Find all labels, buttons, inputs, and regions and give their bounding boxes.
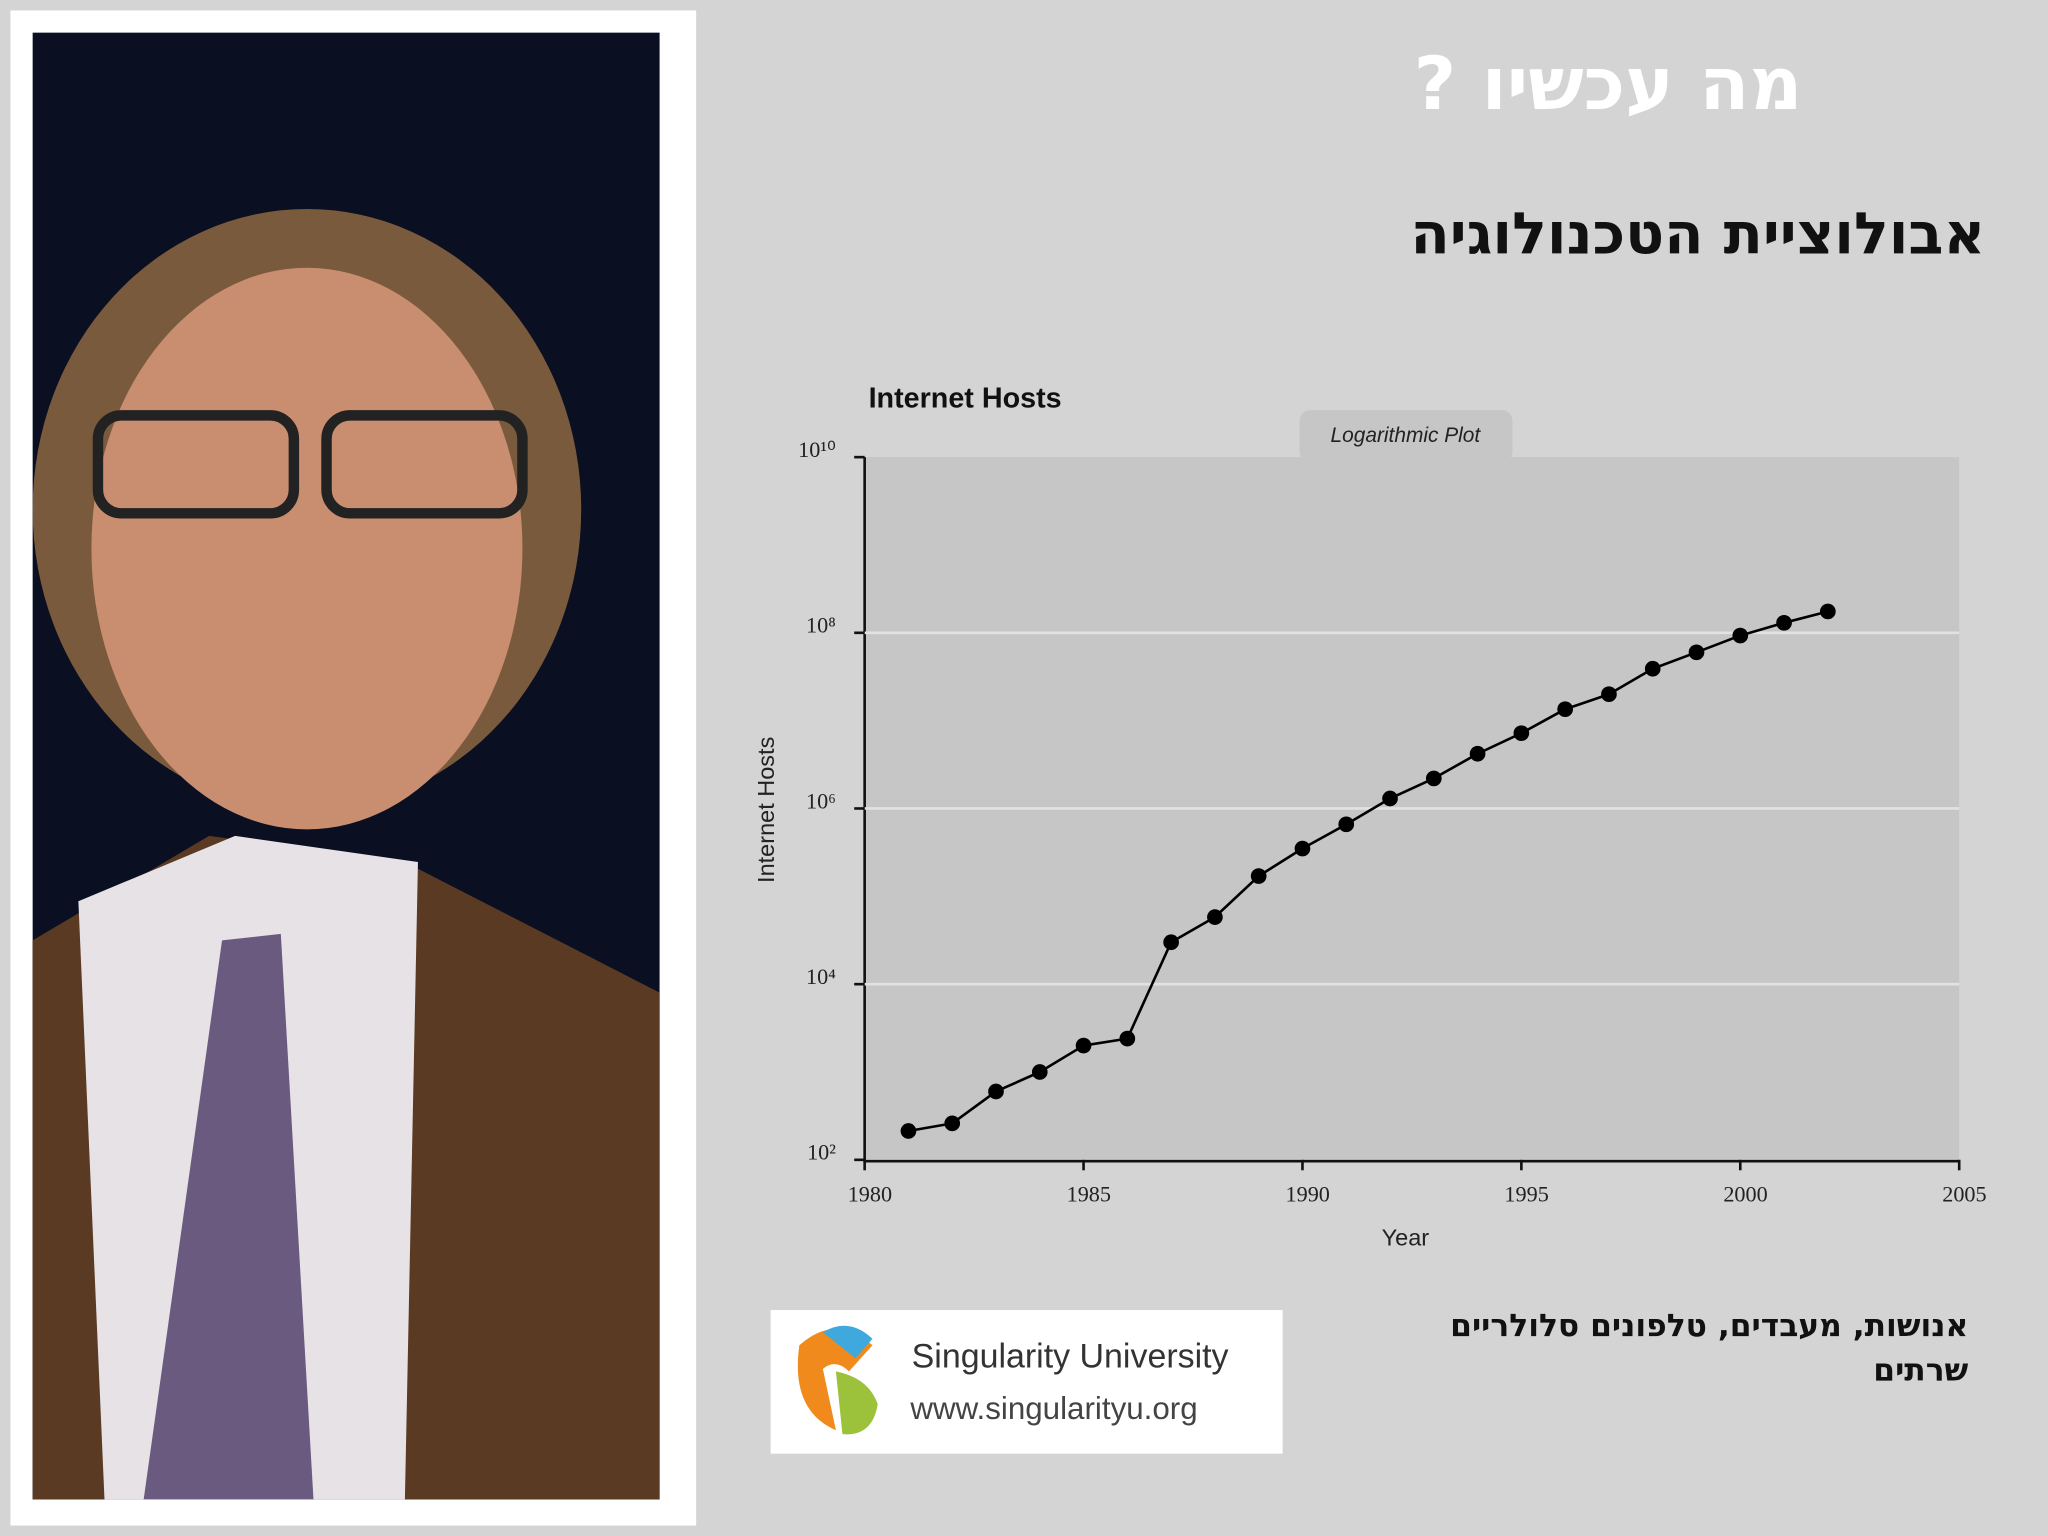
caption-line: אנושות, מעבדים, טלפונים סלולריים — [1450, 1308, 1968, 1344]
y-tick-label: 10² — [807, 1140, 836, 1165]
data-point — [1119, 1030, 1136, 1047]
chart-title: Internet Hosts — [869, 382, 1062, 414]
data-point — [1557, 701, 1573, 718]
data-point — [1294, 840, 1311, 857]
data-point — [1075, 1037, 1092, 1054]
data-point — [1250, 868, 1267, 884]
data-point — [1820, 603, 1836, 620]
data-point — [1163, 934, 1179, 951]
heading: מה עכשיו ? — [1414, 42, 1803, 127]
y-tick-label: 10⁴ — [806, 964, 836, 989]
data-point — [1732, 627, 1749, 644]
data-point — [1644, 660, 1661, 677]
subheading: אבולוציית הטכנולוגיה — [1410, 200, 1985, 267]
data-point — [1776, 614, 1792, 631]
data-point — [1382, 790, 1398, 807]
data-point — [1425, 770, 1442, 787]
y-axis-label: Internet Hosts — [753, 737, 779, 883]
annotation: Logarithmic Plot — [1331, 424, 1482, 447]
data-point — [1688, 644, 1705, 661]
annotation-tab — [1299, 410, 1513, 463]
series-line — [908, 610, 1829, 1133]
y-tick-label: 10⁸ — [806, 613, 836, 638]
data-point — [1469, 745, 1486, 762]
y-tick-label: 10⁶ — [806, 788, 836, 813]
x-tick-label: 1980 — [848, 1182, 892, 1207]
data-point — [1513, 725, 1530, 742]
x-tick-label: 1990 — [1286, 1182, 1330, 1207]
x-tick-label: 1995 — [1504, 1182, 1548, 1207]
data-point — [988, 1083, 1004, 1100]
photo — [32, 32, 660, 1500]
data-point — [1031, 1064, 1048, 1080]
caption-line: שרתים — [1873, 1352, 1968, 1388]
x-tick-label: 2000 — [1723, 1182, 1767, 1207]
x-tick-label: 2005 — [1942, 1182, 1986, 1207]
logo-icon — [797, 1325, 878, 1435]
x-tick-label: 1985 — [1067, 1182, 1111, 1207]
logo-name: Singularity University — [912, 1337, 1229, 1375]
logo-url: www.singularityu.org — [909, 1391, 1197, 1426]
data-point — [900, 1123, 917, 1139]
data-point — [944, 1115, 961, 1132]
x-axis-label: Year — [1382, 1225, 1430, 1251]
chart: 10² 10⁴ 10⁶ 10⁸ 10¹⁰ 1980 1985 1990 1995 2000 2005 — [798, 437, 1986, 1206]
y-tick-label: 10¹⁰ — [798, 437, 836, 462]
data-point — [1207, 909, 1223, 925]
data-point — [1601, 686, 1617, 703]
data-point — [1338, 816, 1355, 833]
